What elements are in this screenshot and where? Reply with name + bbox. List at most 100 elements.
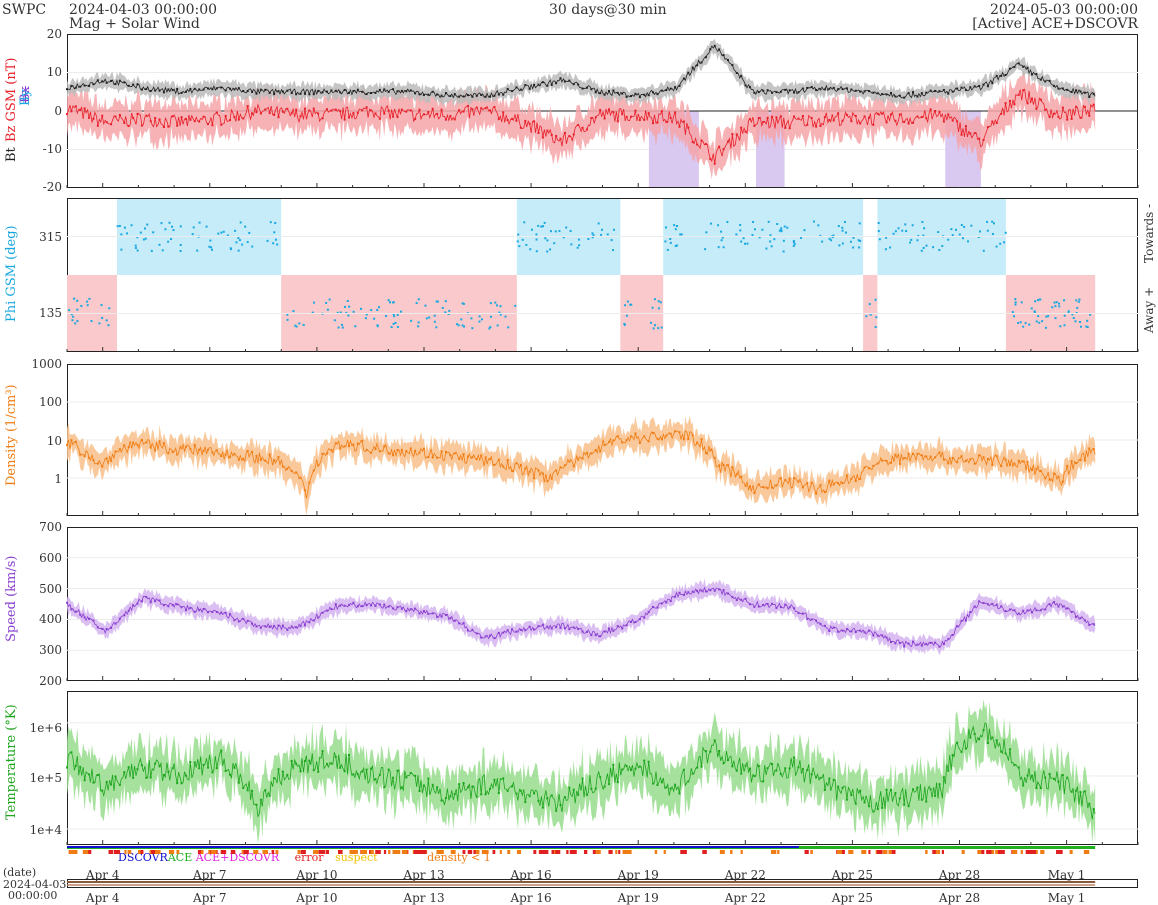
bz-point [105, 121, 108, 124]
speed-point [233, 619, 236, 622]
density-point [193, 443, 196, 446]
density-point [422, 447, 425, 450]
phi-point [530, 228, 533, 231]
bt-point [753, 91, 756, 94]
phi-point [333, 319, 336, 322]
quality-flag [423, 850, 427, 854]
bt-point [352, 89, 355, 92]
phi-point [841, 242, 844, 245]
phi-point [597, 222, 600, 225]
density-point [920, 454, 923, 457]
bz-point [691, 141, 694, 144]
temperature-point [885, 788, 888, 791]
x-tick-label: May 1 [1047, 868, 1086, 882]
bt-point [709, 48, 712, 51]
density-point [237, 458, 240, 461]
temperature-point [224, 769, 227, 772]
speed-point [898, 642, 901, 645]
speed-tick: 700 [39, 520, 62, 534]
phi-point [298, 322, 301, 325]
phi-point [992, 222, 995, 225]
bz-point [70, 110, 73, 113]
quality-flag [436, 850, 440, 854]
bt-point [436, 93, 439, 96]
density-point [458, 457, 461, 460]
bt-point [458, 95, 461, 98]
legend-ace: ACE [167, 851, 193, 864]
temperature-point [1070, 790, 1073, 793]
quality-flag [997, 850, 1004, 854]
bz-point [1092, 103, 1095, 106]
phi-point [773, 238, 776, 241]
bt-point [912, 91, 915, 94]
temperature-point [744, 764, 747, 767]
temperature-point [136, 768, 139, 771]
phi-point [657, 300, 660, 303]
bt-point [158, 89, 161, 92]
quality-flag [925, 850, 928, 854]
temperature-point [934, 794, 937, 797]
speed-point [815, 619, 818, 622]
bt-point [127, 84, 130, 87]
phi-point [274, 238, 277, 241]
density-point [352, 443, 355, 446]
phi-point [463, 325, 466, 328]
bt-point [339, 91, 342, 94]
temperature-point [616, 781, 619, 784]
phi-point [986, 229, 989, 232]
bt-point [696, 64, 699, 67]
bz-point [1088, 114, 1091, 117]
phi-point [937, 231, 940, 234]
phi-point [76, 308, 79, 311]
density-point [766, 487, 769, 490]
phi-point [179, 225, 182, 228]
bt-point [149, 89, 152, 92]
phi-point [373, 317, 376, 320]
bt-point [577, 83, 580, 86]
temperature-point [775, 769, 778, 772]
temperature-point [951, 753, 954, 756]
bt-point [889, 91, 892, 94]
phi-point [396, 313, 399, 316]
speed-point [647, 611, 650, 614]
phi-point [478, 315, 481, 318]
phi-point [116, 225, 119, 228]
phi-point [1024, 322, 1027, 325]
phi-point [107, 324, 110, 327]
density-point [339, 447, 342, 450]
bt-point [295, 93, 298, 96]
quality-flag [370, 850, 374, 854]
bz-point [696, 143, 699, 146]
bt-point [845, 87, 848, 90]
speed-point [801, 612, 804, 615]
phi-point [436, 300, 439, 303]
speed-point [277, 624, 280, 627]
temperature-point [383, 786, 386, 789]
bz-point [607, 108, 610, 111]
speed-point [982, 601, 985, 604]
density-point [903, 457, 906, 460]
temperature-point [947, 769, 950, 772]
speed-point [704, 590, 707, 593]
phi-point [540, 225, 543, 228]
bt-point [136, 83, 139, 86]
density-point [995, 455, 998, 458]
temperature-point [92, 781, 95, 784]
bt-point [184, 90, 187, 93]
bz-point [704, 143, 707, 146]
speed-point [616, 625, 619, 628]
bt-point [105, 81, 108, 84]
speed-point [748, 603, 751, 606]
bt-point [771, 91, 774, 94]
density-point [718, 464, 721, 467]
temperature-point [207, 766, 210, 769]
speed-point [198, 609, 201, 612]
phi-point [739, 229, 742, 232]
temperature-point [823, 788, 826, 791]
density-point [806, 481, 809, 484]
phi-point [1017, 321, 1020, 324]
phi-point [910, 238, 913, 241]
bz-point [255, 111, 258, 114]
density-point [365, 448, 368, 451]
temperature-point [757, 765, 760, 768]
